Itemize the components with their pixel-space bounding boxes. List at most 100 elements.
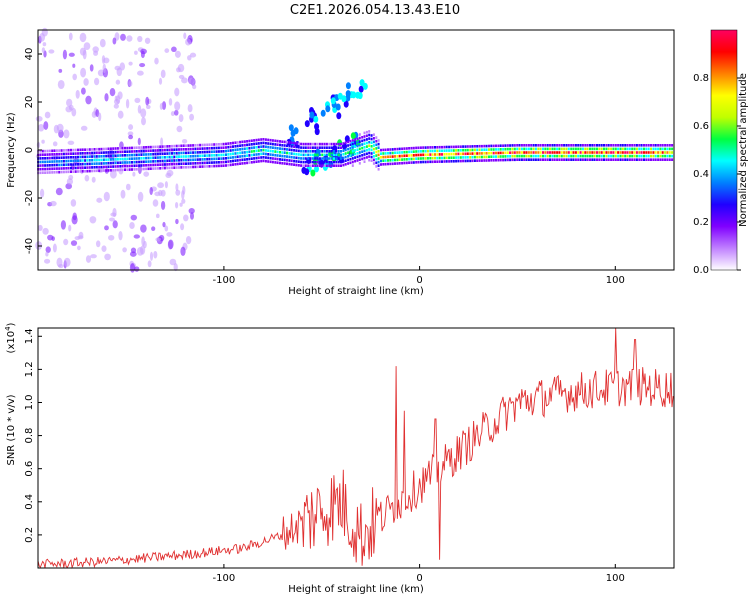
spectral-ridge-cell <box>241 151 244 154</box>
spectral-ridge-cell <box>74 163 77 166</box>
spectral-ridge-cell <box>152 156 155 160</box>
spectral-ridge-cell <box>185 162 187 165</box>
spectral-ridge-cell <box>377 153 380 157</box>
spectral-ridge-cell <box>147 149 150 153</box>
spectral-noise <box>112 207 117 218</box>
spectral-ridge-cell <box>556 151 559 154</box>
spectral-ridge-cell <box>558 147 561 151</box>
spectral-ridge-cell <box>208 150 211 154</box>
spectral-ridge-cell <box>316 142 319 146</box>
spectral-ridge-cell <box>502 158 505 162</box>
spectral-ridge-cell <box>156 156 159 159</box>
spectral-ridge-cell <box>537 147 540 151</box>
spectral-ridge-cell <box>41 153 44 156</box>
spectral-ridge-cell <box>509 147 512 151</box>
spectral-ridge-cell <box>236 162 239 166</box>
spectral-branch-blob <box>304 120 310 128</box>
spectral-ridge-cell <box>302 153 305 157</box>
spectral-ridge-cell <box>253 139 256 142</box>
spectral-ridge-cell <box>276 161 279 164</box>
spectral-ridge-cell <box>182 158 185 162</box>
spectral-ridge-cell <box>262 138 265 141</box>
spectral-ridge-cell <box>288 144 291 148</box>
spectral-ridge-cell <box>309 142 312 146</box>
spectral-ridge-cell <box>166 166 169 170</box>
spectral-ridge-cell <box>286 140 288 144</box>
spectral-ridge-cell <box>53 171 56 174</box>
spectral-ridge-cell <box>492 151 495 155</box>
spectral-ridge-cell <box>605 144 608 147</box>
spectral-ridge-cell <box>222 164 225 167</box>
spectral-ridge-cell <box>133 160 136 164</box>
spectral-ridge-cell <box>574 144 577 147</box>
spectral-ridge-cell <box>257 138 260 142</box>
spectral-ridge-cell <box>511 154 514 158</box>
spectral-noise <box>164 48 170 53</box>
x-tick-label: 0 <box>416 573 422 584</box>
spectral-noise <box>153 250 158 259</box>
spectral-ridge-cell <box>67 170 70 174</box>
spectral-ridge-cell <box>384 152 387 155</box>
spectral-ridge-cell <box>626 144 629 147</box>
spectral-ridge-cell <box>654 151 657 154</box>
spectral-ridge-cell <box>41 164 44 167</box>
spectral-ridge-cell <box>537 144 540 147</box>
spectral-noise <box>47 234 54 241</box>
spectral-ridge-cell <box>283 151 286 154</box>
spectral-ridge-cell <box>311 157 314 160</box>
spectral-noise <box>68 52 75 57</box>
spectral-ridge-cell <box>509 155 512 158</box>
spectral-ridge-cell <box>159 145 162 148</box>
spectral-ridge-cell <box>603 154 605 158</box>
spectral-ridge-cell <box>370 152 373 155</box>
spectral-ridge-cell <box>269 138 272 142</box>
spectral-ridge-cell <box>401 158 404 161</box>
spectral-ridge-cell <box>643 147 645 151</box>
spectral-ridge-cell <box>530 151 533 154</box>
spectral-ridge-cell <box>147 156 150 160</box>
spectral-ridge-cell <box>417 150 420 153</box>
y-tick-label: 0.8 <box>24 428 35 444</box>
spectral-ridge-cell <box>267 149 270 152</box>
spectral-ridge-cell <box>457 149 460 152</box>
spectral-noise <box>145 104 151 110</box>
spectral-noise <box>112 220 118 229</box>
spectral-ridge-cell <box>499 144 502 147</box>
spectral-ridge-cell <box>236 151 239 155</box>
spectral-ridge-cell <box>368 155 371 158</box>
spectral-ridge-cell <box>577 154 580 158</box>
spectral-ridge-cell <box>220 160 223 164</box>
spectral-ridge-cell <box>628 144 631 147</box>
spectral-ridge-cell <box>225 142 227 146</box>
spectral-ridge-cell <box>39 160 42 164</box>
colorbar-tick-label: 0.4 <box>693 169 709 180</box>
spectral-ridge-cell <box>267 138 270 142</box>
spectral-ridge-cell <box>342 149 345 152</box>
spectral-ridge-cell <box>621 147 624 151</box>
spectral-ridge-cell <box>396 155 399 158</box>
spectral-ridge-cell <box>664 144 667 147</box>
spectral-ridge-cell <box>295 149 298 152</box>
spectral-ridge-cell <box>354 145 357 149</box>
spectral-ridge-cell <box>260 145 263 148</box>
spectral-ridge-cell <box>459 159 462 163</box>
spectral-ridge-cell <box>201 147 204 150</box>
spectral-ridge-cell <box>196 143 199 147</box>
spectral-ridge-cell <box>321 150 324 153</box>
spectral-branch-blob <box>310 169 316 177</box>
spectral-ridge-cell <box>650 158 652 161</box>
spectral-ridge-cell <box>511 151 514 154</box>
spectral-ridge-cell <box>382 148 385 152</box>
spectral-ridge-cell <box>239 148 242 151</box>
spectral-ridge-cell <box>584 154 587 158</box>
spectral-ridge-cell <box>375 165 378 168</box>
spectral-ridge-cell <box>293 141 296 145</box>
spectral-ridge-cell <box>647 151 650 154</box>
spectral-ridge-cell <box>286 158 288 162</box>
spectral-ridge-cell <box>579 158 582 161</box>
spectral-ridge-cell <box>48 167 51 171</box>
spectral-ridge-cell <box>589 147 591 151</box>
spectral-ridge-cell <box>243 161 246 165</box>
spectral-ridge-cell <box>499 155 502 158</box>
spectral-ridge-cell <box>542 144 544 147</box>
